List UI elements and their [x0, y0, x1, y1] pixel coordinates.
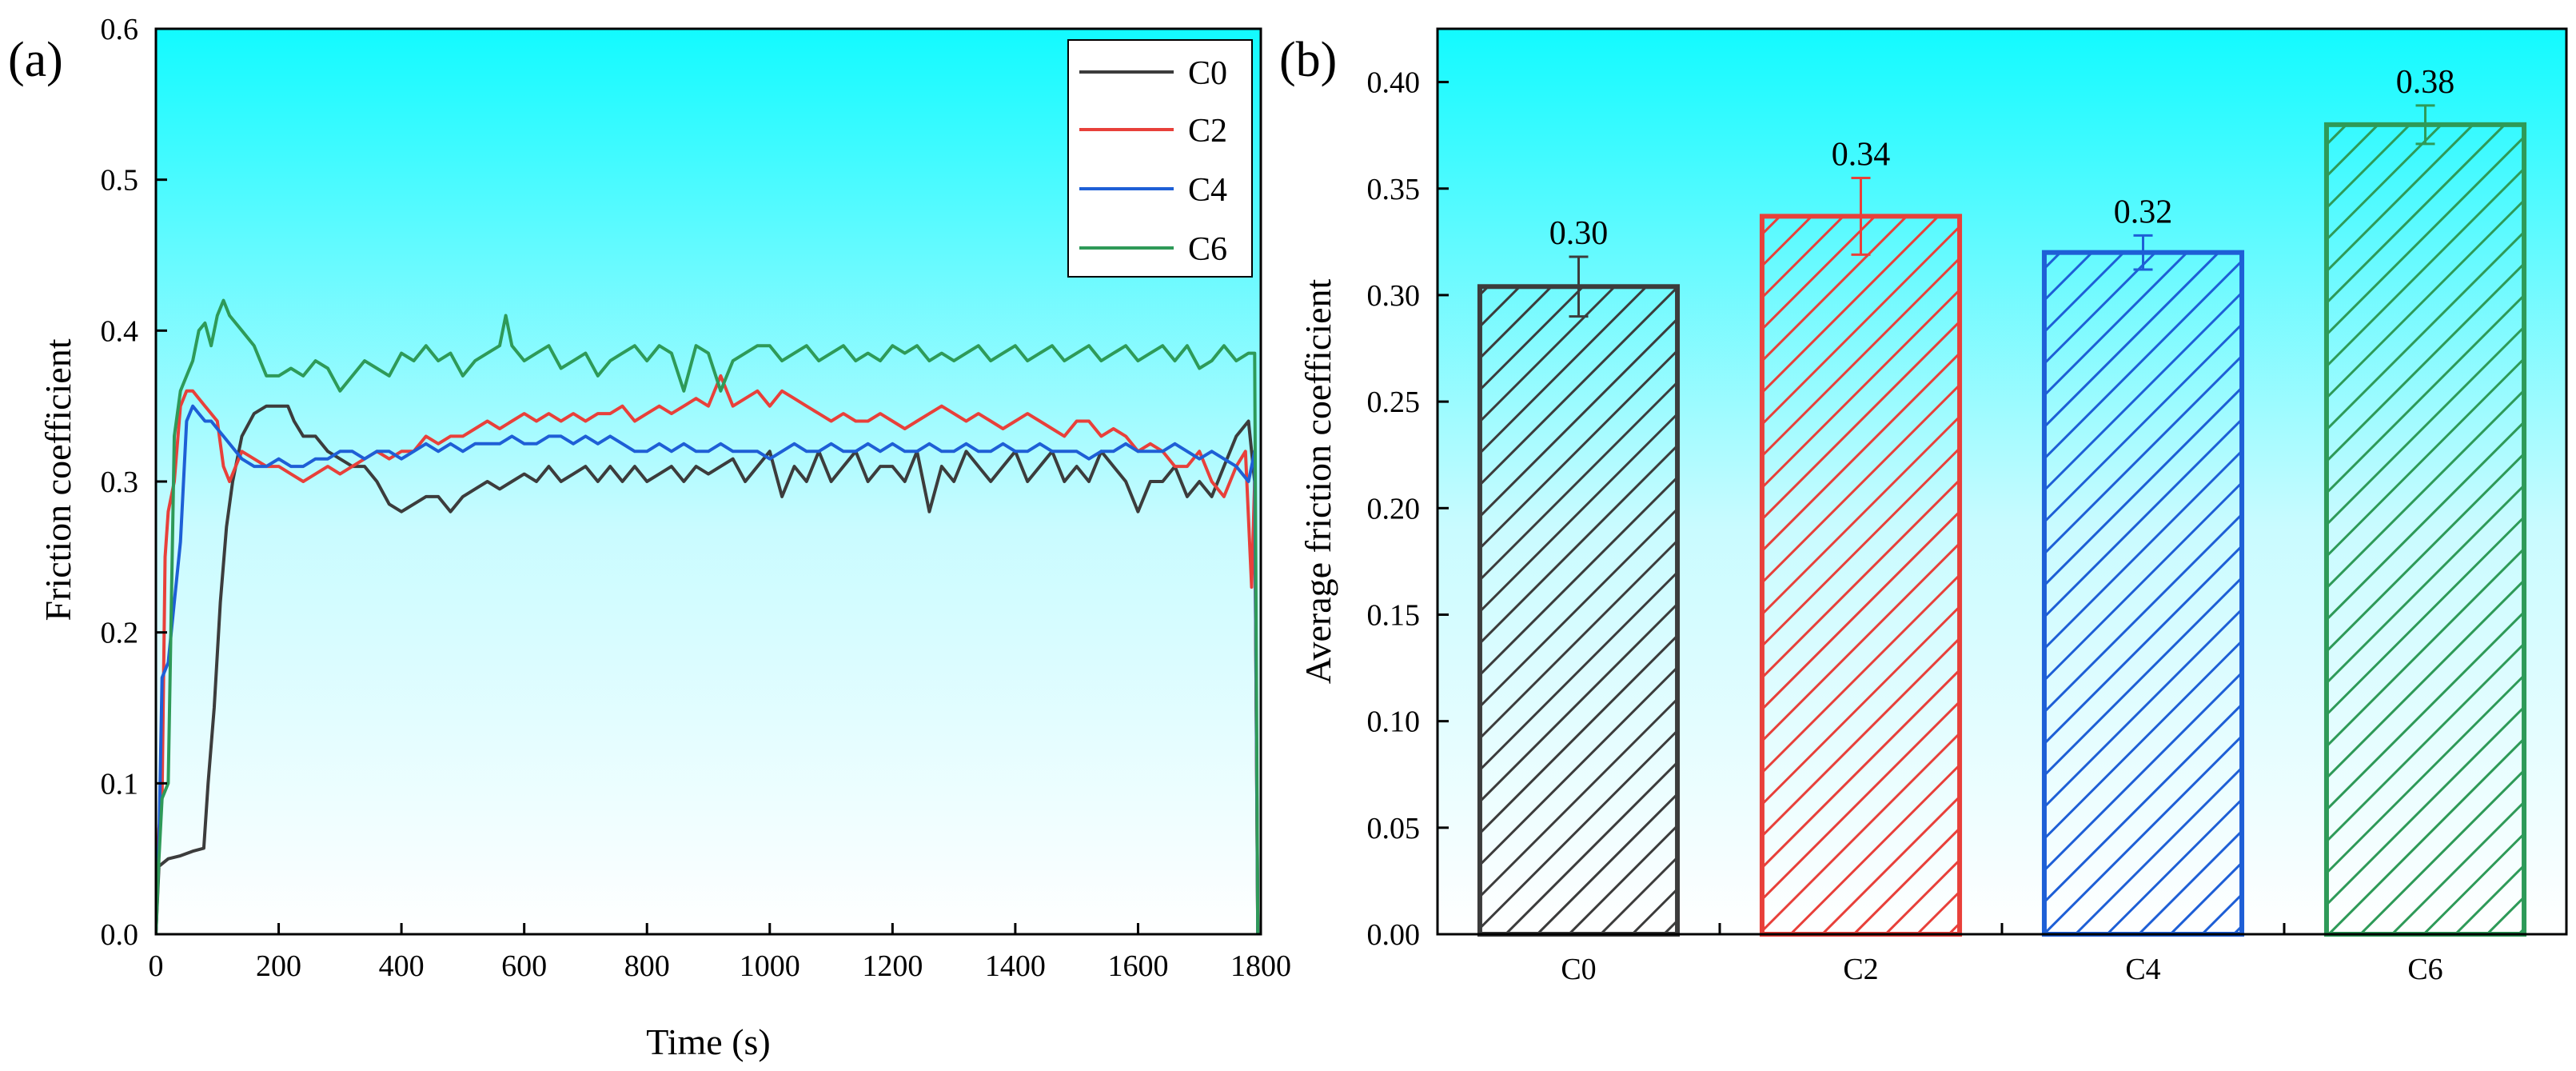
- panel-b-x-axis: C0 C2 C4 C6: [1561, 923, 2443, 986]
- bar-c0: [1477, 284, 1681, 937]
- x-tick-label: 800: [624, 949, 670, 983]
- y-tick-label: 0.15: [1367, 598, 1421, 632]
- legend-label-c6: C6: [1188, 231, 1227, 268]
- y-tick-label: 0.5: [101, 164, 139, 198]
- legend-label-c2: C2: [1188, 113, 1227, 150]
- series-line-c2: [156, 374, 1260, 934]
- x-tick-label: 200: [256, 949, 301, 983]
- y-tick-label: 0.0: [101, 918, 139, 952]
- panel-a-legend: C0 C2 C4 C6: [1067, 39, 1253, 278]
- x-category-label: C0: [1561, 953, 1596, 986]
- legend-box: [1067, 39, 1253, 278]
- y-tick-label: 0.3: [101, 466, 139, 499]
- panel-a-x-axis: 0 200 400 600 800 1000 1200 1400 1600 1800: [149, 923, 1291, 983]
- panel-b-y-axis: 0.00 0.05 0.10 0.15 0.20 0.25 0.30 0.35 0.40: [1367, 66, 1449, 952]
- y-tick-label: 0.40: [1367, 66, 1421, 100]
- y-tick-label: 0.00: [1367, 918, 1421, 952]
- panel-a-series-lines: [156, 298, 1260, 934]
- y-tick-label: 0.2: [101, 617, 139, 650]
- y-tick-label: 0.25: [1367, 386, 1421, 419]
- x-category-label: C4: [2125, 953, 2160, 986]
- x-category-label: C2: [1843, 953, 1878, 986]
- x-tick-label: 1000: [740, 949, 800, 983]
- value-label-c6: 0.38: [2396, 64, 2455, 101]
- y-tick-label: 0.05: [1367, 812, 1421, 845]
- value-label-c2: 0.34: [1832, 136, 1891, 173]
- panel-b-bars: 0.30 0.34 0.32 0.38: [1477, 64, 2527, 937]
- y-tick-label: 0.4: [101, 314, 139, 348]
- series-line-c0: [156, 404, 1260, 934]
- panel-b-y-axis-title: Average friction coefficient: [1298, 278, 1338, 684]
- panel-b: (b) 0.300.340.320.38 C0 C2 C4 C6 0.000.050.…: [1279, 27, 2568, 986]
- legend-label-c0: C0: [1188, 55, 1227, 92]
- x-tick-label: 0: [149, 949, 164, 983]
- panel-a-y-axis-title: Friction coefficient: [38, 338, 78, 621]
- x-category-label: C6: [2407, 953, 2442, 986]
- x-tick-label: 1600: [1107, 949, 1168, 983]
- panel-b-label: (b): [1279, 33, 1337, 87]
- bar-c2: [1759, 214, 1963, 937]
- y-tick-label: 0.20: [1367, 492, 1421, 526]
- bar-c6: [2323, 122, 2527, 937]
- x-tick-label: 600: [501, 949, 547, 983]
- series-line-c6: [156, 298, 1260, 934]
- y-tick-label: 0.6: [101, 13, 139, 46]
- series-line-c4: [156, 404, 1260, 934]
- value-label-c4: 0.32: [2114, 194, 2173, 230]
- x-tick-label: 1800: [1230, 949, 1291, 983]
- y-tick-label: 0.1: [101, 767, 139, 801]
- panel-a-label: (a): [8, 33, 63, 87]
- bar-c4: [2041, 250, 2245, 937]
- y-tick-label: 0.10: [1367, 705, 1421, 739]
- panel-a: (a) 0 200 400 600 800 1000 1200 1400 1600 1800 0.…: [8, 13, 1291, 1062]
- panel-a-y-axis: 0.0 0.1 0.2 0.3 0.4 0.5 0.6: [101, 13, 167, 952]
- x-tick-label: 400: [379, 949, 425, 983]
- x-tick-label: 1200: [862, 949, 923, 983]
- y-tick-label: 0.35: [1367, 173, 1421, 206]
- panel-a-x-axis-title: Time (s): [646, 1021, 771, 1062]
- value-label-c0: 0.30: [1549, 215, 1609, 252]
- legend-label-c4: C4: [1188, 172, 1227, 209]
- y-tick-label: 0.30: [1367, 279, 1421, 313]
- x-tick-label: 1400: [985, 949, 1046, 983]
